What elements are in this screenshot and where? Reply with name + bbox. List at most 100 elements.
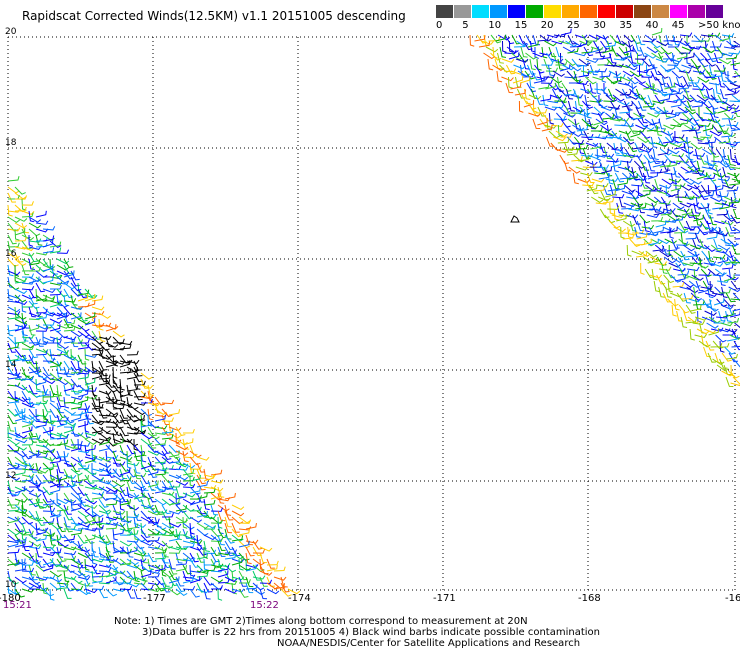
wind-barb xyxy=(687,250,700,257)
wind-barb xyxy=(665,268,676,279)
wind-barb xyxy=(620,52,632,60)
wind-barb xyxy=(63,564,75,573)
wind-barb xyxy=(140,444,147,457)
wind-barb xyxy=(49,339,62,344)
wind-barb xyxy=(28,444,38,455)
wind-barb xyxy=(603,148,612,160)
wind-barb xyxy=(77,462,90,471)
wind-barb xyxy=(711,158,724,163)
wind-barb xyxy=(56,505,69,512)
wind-barb xyxy=(238,528,250,536)
wind-barb xyxy=(655,142,669,148)
wind-barb xyxy=(516,88,526,99)
wind-barb xyxy=(705,274,713,286)
wind-barb xyxy=(49,528,56,541)
wind-barb xyxy=(601,153,615,158)
wind-barb xyxy=(7,559,20,566)
wind-barb xyxy=(726,105,740,110)
wind-barb xyxy=(499,46,507,58)
wind-barb xyxy=(554,97,567,102)
wind-barb xyxy=(712,272,725,277)
wind-barb xyxy=(663,256,676,264)
wind-barb xyxy=(660,46,672,55)
wind-barb xyxy=(541,46,548,59)
wind-barb xyxy=(56,306,68,316)
wind-barb xyxy=(182,483,196,489)
wind-barb xyxy=(77,524,90,530)
wind-barb xyxy=(623,46,634,54)
wind-barb xyxy=(730,231,740,234)
wind-barb xyxy=(140,438,153,446)
wind-barb xyxy=(637,34,646,46)
wind-barb xyxy=(727,70,732,83)
wind-barb xyxy=(642,102,655,108)
wind-barb xyxy=(42,321,55,326)
wind-barb xyxy=(639,214,651,224)
wind-barb xyxy=(7,242,20,248)
wind-barb xyxy=(724,346,736,355)
wind-barb xyxy=(721,286,728,298)
wind-barb xyxy=(504,49,517,55)
wind-barb xyxy=(638,250,651,257)
wind-barb xyxy=(21,372,34,380)
wind-barb xyxy=(618,196,626,208)
wind-barb xyxy=(584,178,594,189)
wind-barb xyxy=(563,112,576,118)
wind-barb xyxy=(704,226,718,231)
wind-barb xyxy=(682,195,695,200)
legend-swatch xyxy=(526,5,544,18)
wind-barb xyxy=(154,554,167,560)
time-left: 15:21 xyxy=(3,600,32,611)
wind-barb xyxy=(105,576,117,584)
wind-barb xyxy=(266,558,275,569)
wind-barb xyxy=(635,203,647,210)
wind-barb xyxy=(608,70,622,77)
wind-barb xyxy=(98,374,111,380)
wind-barb xyxy=(725,376,734,388)
wind-barb xyxy=(719,358,728,369)
wind-barb xyxy=(189,552,199,563)
wind-barb xyxy=(84,498,98,505)
wind-barb xyxy=(7,373,20,380)
wind-barb xyxy=(231,510,245,517)
wind-barb xyxy=(35,372,48,380)
wind-barb xyxy=(21,426,33,434)
wind-barb xyxy=(669,226,675,239)
wind-barb xyxy=(217,522,224,535)
wind-barb xyxy=(723,130,736,138)
wind-barb xyxy=(28,238,42,243)
wind-barb xyxy=(640,189,651,198)
wind-barb xyxy=(35,412,49,418)
wind-barb xyxy=(680,250,690,261)
wind-barb xyxy=(196,528,209,537)
wind-barb xyxy=(709,228,721,234)
wind-barb xyxy=(699,238,708,249)
wind-barb xyxy=(175,582,186,593)
wind-barb xyxy=(77,588,90,596)
wind-barb xyxy=(724,160,735,171)
wind-barb xyxy=(126,396,133,409)
wind-barb xyxy=(98,546,105,559)
wind-barb xyxy=(720,322,734,327)
lat-tick-label: 10 xyxy=(5,580,17,590)
wind-barb xyxy=(21,402,35,408)
wind-barb xyxy=(91,577,104,584)
wind-barb xyxy=(168,510,182,515)
wind-barb xyxy=(620,142,627,155)
wind-barb xyxy=(641,238,653,246)
wind-barb xyxy=(541,124,553,132)
wind-barb xyxy=(645,250,658,258)
wind-barb xyxy=(84,569,98,574)
wind-barb xyxy=(175,530,188,536)
wind-barb xyxy=(21,264,30,276)
wind-barb xyxy=(91,476,104,482)
wind-barb xyxy=(21,588,35,593)
wind-barb xyxy=(632,143,644,150)
wind-barb xyxy=(722,166,730,178)
wind-barb xyxy=(696,172,708,180)
wind-barb xyxy=(14,195,27,200)
wind-barb xyxy=(231,504,245,511)
wind-barb xyxy=(536,75,549,80)
wind-barb xyxy=(701,165,715,170)
wind-barb xyxy=(711,72,723,78)
